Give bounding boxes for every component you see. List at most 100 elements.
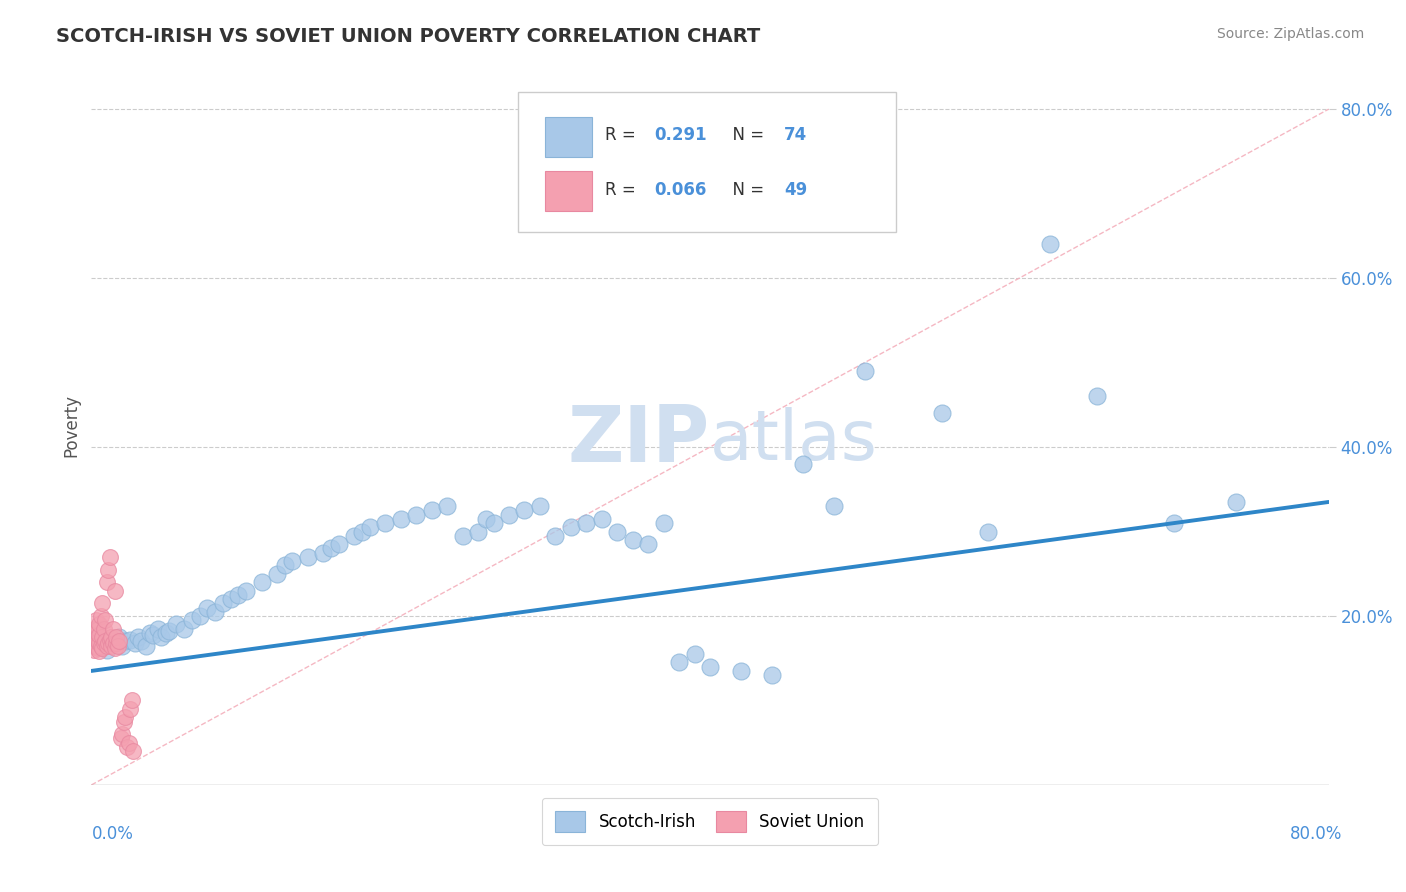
Point (652, 516, 675, 530)
Point (312, 546, 335, 560)
Point (108, 630, 131, 644)
Point (1225, 495, 1247, 509)
Point (420, 503, 443, 517)
Text: N =: N = (723, 126, 769, 145)
Point (83, 622, 105, 636)
Text: R =: R = (605, 126, 641, 145)
Point (98, 632, 121, 647)
Point (180, 613, 202, 627)
Point (591, 512, 613, 526)
Point (110, 731, 132, 746)
Point (374, 516, 396, 530)
Point (761, 668, 783, 682)
Point (93, 636, 115, 650)
Point (350, 524, 373, 539)
Point (108, 634, 131, 648)
Point (931, 406, 953, 420)
Point (235, 583, 257, 598)
Point (86, 641, 108, 656)
Point (529, 499, 551, 513)
Legend: Scotch-Irish, Soviet Union: Scotch-Irish, Soviet Union (543, 797, 877, 845)
Point (250, 575, 273, 590)
Point (101, 622, 124, 636)
Point (82, 639, 104, 653)
Text: 0.066: 0.066 (654, 181, 707, 200)
Point (405, 508, 427, 522)
Point (96, 642, 118, 657)
Point (668, 656, 690, 670)
Point (513, 503, 536, 517)
Text: R =: R = (605, 181, 641, 200)
Point (94, 613, 117, 627)
Point (977, 524, 1000, 539)
Point (90, 639, 112, 653)
Point (127, 630, 149, 644)
Point (93, 622, 115, 636)
Point (105, 630, 128, 644)
Point (328, 537, 350, 551)
Point (114, 710, 136, 724)
Point (281, 554, 304, 568)
Point (219, 592, 242, 607)
FancyBboxPatch shape (546, 171, 592, 211)
Point (297, 549, 319, 564)
Point (91, 630, 114, 644)
Point (121, 693, 143, 707)
Point (117, 736, 139, 750)
FancyBboxPatch shape (519, 92, 896, 232)
Point (87, 636, 111, 650)
Point (173, 622, 195, 636)
Point (104, 641, 127, 656)
Point (149, 630, 172, 644)
Point (823, 499, 845, 513)
Text: N =: N = (723, 181, 769, 200)
Text: 80.0%: 80.0% (1291, 825, 1343, 843)
Point (104, 636, 127, 650)
Point (273, 558, 295, 573)
Text: atlas: atlas (710, 407, 877, 474)
Point (211, 596, 233, 610)
Point (87, 617, 111, 632)
Point (87, 644, 111, 658)
Point (474, 512, 498, 526)
Point (105, 636, 128, 650)
Point (98, 549, 121, 564)
Point (560, 520, 582, 534)
Point (107, 639, 129, 653)
Point (84, 630, 107, 644)
Point (155, 626, 177, 640)
Point (389, 512, 412, 526)
Point (482, 516, 505, 530)
Text: SCOTCH-IRISH VS SOVIET UNION POVERTY CORRELATION CHART: SCOTCH-IRISH VS SOVIET UNION POVERTY COR… (56, 27, 761, 45)
Point (792, 457, 814, 471)
Point (91, 596, 114, 610)
Point (83, 632, 105, 647)
Point (91, 641, 114, 656)
Point (226, 588, 250, 602)
Point (544, 529, 567, 543)
Point (115, 739, 138, 754)
Point (146, 622, 169, 636)
Text: 49: 49 (785, 181, 807, 200)
Point (195, 600, 219, 615)
FancyBboxPatch shape (546, 117, 592, 157)
Point (436, 499, 458, 513)
Text: 0.0%: 0.0% (91, 825, 134, 843)
Point (157, 624, 180, 639)
Point (98, 632, 121, 647)
Point (188, 609, 211, 624)
Text: 0.291: 0.291 (654, 126, 707, 145)
Point (1085, 389, 1108, 403)
Point (621, 533, 644, 547)
Point (87, 639, 111, 653)
Point (84, 639, 107, 653)
Point (204, 605, 226, 619)
Point (100, 630, 122, 644)
Point (101, 636, 124, 650)
Point (100, 639, 122, 653)
Point (139, 626, 162, 640)
Point (93, 634, 115, 648)
Point (319, 541, 342, 556)
Point (83, 642, 105, 657)
Point (90, 609, 112, 624)
